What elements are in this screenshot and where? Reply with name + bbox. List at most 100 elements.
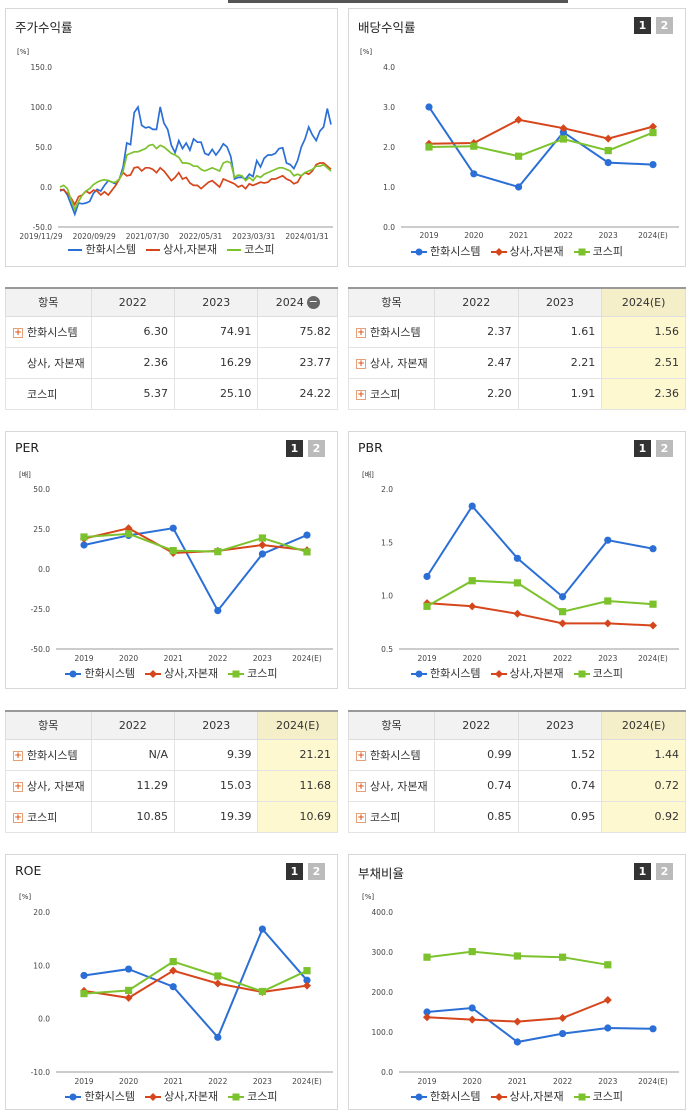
period-button-1[interactable]: 1 bbox=[634, 863, 651, 880]
x-tick-label: 2020 bbox=[119, 1077, 138, 1086]
legend-swatch-icon bbox=[145, 670, 162, 678]
data-point bbox=[559, 128, 567, 136]
data-point bbox=[80, 971, 88, 980]
table-cell: 0.99 bbox=[433, 738, 519, 771]
legend-item: 코스피 bbox=[573, 665, 623, 681]
y-unit: [배] bbox=[362, 471, 374, 479]
y-tick-label: 0.0 bbox=[40, 183, 52, 192]
column-header: 2023 bbox=[174, 710, 259, 740]
legend-swatch-icon bbox=[410, 670, 427, 678]
data-point bbox=[423, 953, 431, 961]
table-row: + 상사, 자본재 2.47 2.21 2.51 bbox=[348, 346, 686, 379]
column-header: 2022 bbox=[433, 287, 519, 317]
series-line bbox=[428, 106, 654, 189]
data-point bbox=[514, 115, 523, 124]
y-tick-label: 100.0 bbox=[31, 103, 53, 112]
legend-swatch-icon bbox=[573, 1093, 590, 1101]
chart-legend: 한화시스템 상사,자본재 코스피 bbox=[349, 1088, 685, 1104]
x-tick-label: 2021/07/30 bbox=[126, 232, 169, 241]
expand-icon[interactable]: + bbox=[13, 812, 23, 823]
row-label: + 상사, 자본재 bbox=[5, 769, 92, 802]
expand-icon[interactable]: + bbox=[356, 358, 366, 369]
period-button-2[interactable]: 2 bbox=[308, 863, 325, 880]
x-tick-label: 2020/09/29 bbox=[73, 232, 116, 241]
data-point bbox=[303, 976, 311, 984]
table-cell: 24.22 bbox=[257, 377, 338, 410]
column-header: 항목 bbox=[348, 710, 435, 740]
column-header: 항목 bbox=[5, 287, 92, 317]
period-button-2[interactable]: 2 bbox=[656, 440, 673, 457]
legend-item: 상사,자본재 bbox=[145, 665, 218, 681]
data-point bbox=[425, 103, 433, 111]
period-button-2[interactable]: 2 bbox=[308, 440, 325, 457]
table-cell: 1.56 bbox=[601, 315, 686, 348]
expand-icon[interactable]: + bbox=[13, 750, 23, 761]
x-tick-label: 2020 bbox=[463, 654, 482, 663]
data-point bbox=[468, 602, 477, 611]
series-line bbox=[428, 131, 654, 158]
data-point bbox=[258, 550, 266, 558]
data-point bbox=[649, 1025, 657, 1033]
x-tick-label: 2021 bbox=[508, 1077, 527, 1086]
y-tick-label: 300.0 bbox=[372, 948, 394, 957]
y-tick-label: 1.0 bbox=[383, 183, 395, 192]
expand-icon[interactable]: + bbox=[356, 327, 366, 338]
period-button-2[interactable]: 2 bbox=[656, 17, 673, 34]
table-cell: 10.69 bbox=[257, 800, 338, 833]
table-row: 상사, 자본재 2.36 16.29 23.77 bbox=[5, 346, 338, 379]
x-tick-label: 2022 bbox=[553, 1077, 572, 1086]
period-button-1[interactable]: 1 bbox=[634, 17, 651, 34]
data-point bbox=[169, 547, 177, 555]
expand-icon[interactable]: + bbox=[356, 781, 366, 792]
data-point bbox=[603, 619, 612, 628]
y-tick-label: 0.0 bbox=[38, 1015, 50, 1024]
column-header: 2022 bbox=[90, 710, 176, 740]
period-button-1[interactable]: 1 bbox=[286, 440, 303, 457]
legend-label: 상사,자본재 bbox=[164, 667, 219, 680]
period-button-1[interactable]: 1 bbox=[634, 440, 651, 457]
legend-swatch-icon bbox=[228, 1093, 245, 1101]
data-point bbox=[303, 981, 311, 990]
panel-title: PER bbox=[15, 440, 40, 455]
data-point bbox=[258, 540, 267, 549]
y-tick-label: 1.5 bbox=[381, 538, 393, 547]
table-cell: 0.92 bbox=[601, 800, 686, 833]
period-button-2[interactable]: 2 bbox=[656, 863, 673, 880]
legend-swatch-icon bbox=[410, 1093, 427, 1101]
y-tick-label: -10.0 bbox=[31, 1068, 51, 1077]
expand-icon[interactable]: + bbox=[356, 389, 366, 400]
y-unit: [%] bbox=[360, 48, 373, 56]
column-header: 항목 bbox=[5, 710, 92, 740]
y-tick-label: 1.0 bbox=[381, 592, 393, 601]
expand-icon[interactable]: + bbox=[13, 781, 23, 792]
row-label: + 한화시스템 bbox=[348, 315, 435, 348]
table-cell: 2.36 bbox=[90, 346, 175, 379]
data-point bbox=[169, 983, 177, 991]
expand-icon[interactable]: + bbox=[356, 750, 366, 761]
table-cell: 5.37 bbox=[90, 377, 175, 410]
series-line bbox=[426, 602, 654, 627]
table-cell: 0.74 bbox=[433, 769, 519, 802]
data-point bbox=[604, 597, 612, 605]
table-row: 코스피 5.37 25.10 24.22 bbox=[5, 377, 338, 410]
data-point bbox=[603, 996, 612, 1004]
y-tick-label: 0.0 bbox=[38, 565, 50, 574]
y-tick-label: 400.0 bbox=[372, 908, 394, 917]
table-cell: 2.51 bbox=[601, 346, 686, 379]
table-cell: 21.21 bbox=[257, 738, 338, 771]
expand-icon[interactable]: + bbox=[356, 812, 366, 823]
collapse-icon[interactable]: − bbox=[306, 295, 320, 309]
y-tick-label: 50.0 bbox=[35, 143, 52, 152]
x-tick-label: 2024(E) bbox=[292, 1077, 322, 1086]
x-tick-label: 2021 bbox=[164, 654, 183, 663]
data-point bbox=[214, 548, 222, 556]
row-label: 상사, 자본재 bbox=[5, 346, 92, 379]
table-row: + 코스피 2.20 1.91 2.36 bbox=[348, 377, 686, 410]
row-label: + 한화시스템 bbox=[348, 738, 435, 771]
expand-icon[interactable]: + bbox=[13, 327, 23, 338]
period-button-1[interactable]: 1 bbox=[286, 863, 303, 880]
series-line bbox=[83, 960, 308, 995]
dividend-yield-table: 항목 2022 2023 2024(E) + 한화시스템 2.37 1.61 1.56 + 상사, … bbox=[348, 287, 686, 410]
legend-label: 한화시스템 bbox=[84, 1090, 136, 1103]
data-point bbox=[125, 530, 133, 538]
